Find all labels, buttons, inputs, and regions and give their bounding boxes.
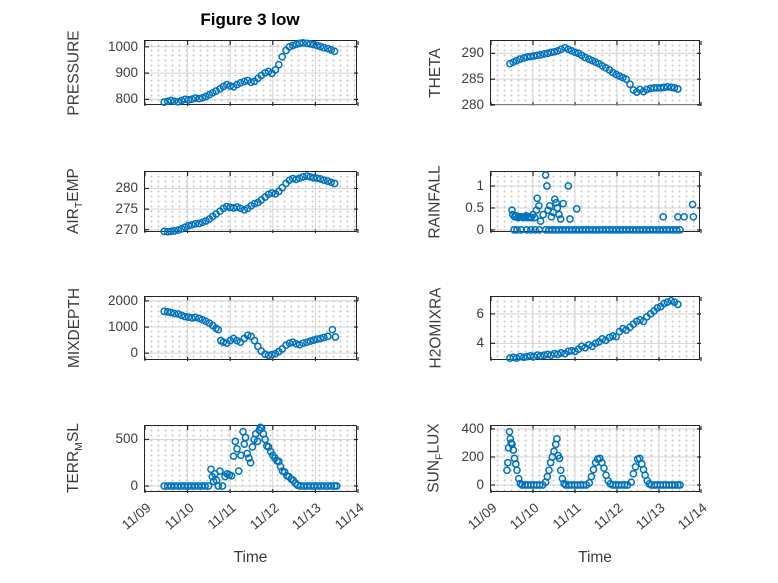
plot-area-mixdepth xyxy=(144,296,359,361)
plot-area-rainfall xyxy=(490,171,702,234)
y-tick-label: 0 xyxy=(130,478,138,494)
y-tick-label: 500 xyxy=(115,431,138,447)
subplot-h2omixra: H2OMIXRA 4 6 xyxy=(427,288,702,368)
chart-canvas-terr-msl xyxy=(144,423,359,493)
plot-area-terr-msl xyxy=(144,423,359,493)
y-tick-label: 800 xyxy=(115,91,138,107)
subplot-terr-msl: TERRMSL Time 0 500 11/09 11/10 11/11 11/12 11/… xyxy=(65,423,367,566)
x-tick-label: 11/11 xyxy=(549,500,584,532)
y-tick-label: 1 xyxy=(476,178,484,194)
x-axis-label: Time xyxy=(233,549,268,566)
figure-title: Figure 3 low xyxy=(200,10,300,29)
y-tick-label: 275 xyxy=(115,201,138,217)
chart-canvas-theta xyxy=(490,41,702,106)
subplot-mixdepth: MIXDEPTH 0 1000 2000 xyxy=(66,288,359,368)
y-tick-label: 1000 xyxy=(107,38,138,54)
y-tick-label: 0 xyxy=(130,345,138,361)
subplot-sun-flux: SUNFLUX Time 0 200 400 11/09 11/10 11/11 11/12… xyxy=(426,422,710,566)
chart-canvas-rainfall xyxy=(490,171,702,234)
y-tick-label: 400 xyxy=(461,420,484,436)
y-tick-label: 0 xyxy=(476,477,484,492)
x-tick-label: 11/14 xyxy=(674,500,710,533)
chart-canvas-mixdepth xyxy=(144,297,359,361)
y-tick-label: 200 xyxy=(461,448,484,464)
x-tick-label: 11/09 xyxy=(118,500,154,533)
y-tick-label: 4 xyxy=(476,335,484,351)
plot-area-sun-flux xyxy=(490,425,702,493)
x-tick-label: 11/10 xyxy=(506,500,542,533)
y-tick-label: 285 xyxy=(461,71,484,87)
y-tick-label: 290 xyxy=(461,45,484,61)
y-tick-label: 2000 xyxy=(107,292,138,308)
x-tick-label: 11/09 xyxy=(464,500,500,533)
y-tick-label: 900 xyxy=(115,65,138,81)
x-tick-label: 11/14 xyxy=(331,500,367,533)
plot-area-h2omixra xyxy=(490,296,702,362)
plot-area-pressure xyxy=(144,38,359,106)
y-tick-label: 280 xyxy=(115,180,138,196)
plot-area-theta xyxy=(490,40,702,106)
x-axis-label: Time xyxy=(578,549,612,566)
y-tick-label: 280 xyxy=(461,96,484,112)
x-tick-label: 11/13 xyxy=(632,500,668,533)
subplot-pressure: PRESSURE 800 900 1000 xyxy=(66,30,359,115)
chart-canvas-sun-flux xyxy=(490,426,702,493)
subplot-air-temp: AIRTEMP 270 275 280 xyxy=(65,169,359,236)
y-tick-label: 1000 xyxy=(107,319,138,335)
x-tick-label: 11/12 xyxy=(246,500,282,533)
subplot-theta: THETA 280 285 290 xyxy=(427,40,702,111)
y-tick-label: 270 xyxy=(115,221,138,237)
y-tick-label: 0.5 xyxy=(465,199,484,215)
x-tick-label: 11/13 xyxy=(289,500,325,533)
x-tick-label: 11/11 xyxy=(204,500,239,532)
chart-canvas-pressure xyxy=(144,38,359,106)
chart-canvas-h2omixra xyxy=(490,296,702,362)
plot-area-air-temp xyxy=(144,171,359,236)
y-axis-label-terr-msl: TERRMSL xyxy=(64,423,86,494)
chart-canvas-air-temp xyxy=(144,172,359,236)
y-tick-label: 6 xyxy=(476,305,484,321)
x-tick-label: 11/12 xyxy=(590,500,626,533)
y-axis-label-h2omixra: H2OMIXRA xyxy=(427,287,444,369)
x-tick-label: 11/10 xyxy=(161,500,197,533)
subplot-rainfall: RAINFALL 0 0.5 1 xyxy=(427,165,702,238)
y-tick-label: 0 xyxy=(476,221,484,237)
